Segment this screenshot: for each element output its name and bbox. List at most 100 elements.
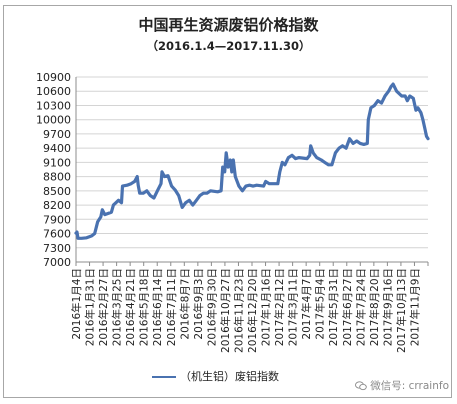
data-point [419, 111, 422, 114]
data-point [359, 142, 362, 145]
data-point [220, 189, 223, 192]
wechat-watermark: 微信号: crrainfo [355, 378, 449, 393]
x-tick-label: 2017年6月27日 [341, 268, 354, 346]
x-tick-label: 2017年2月12日 [273, 268, 286, 346]
y-tick-label: 8800 [43, 171, 71, 184]
x-tick-label: 2016年11月23日 [232, 268, 245, 353]
data-point [198, 194, 201, 197]
data-point [136, 175, 139, 178]
data-point [223, 170, 226, 173]
data-point [341, 144, 344, 147]
data-point [392, 83, 395, 86]
data-point [306, 157, 309, 160]
data-point [126, 184, 129, 187]
data-point [159, 182, 163, 185]
x-tick-label: 2017年11月9日 [408, 268, 421, 346]
data-point [80, 237, 83, 240]
data-point [229, 158, 232, 162]
data-point [352, 142, 355, 145]
x-tick-label: 2016年1月4日 [70, 268, 83, 340]
data-point [103, 213, 106, 216]
y-tick-label: 9400 [43, 142, 71, 155]
data-point [348, 137, 351, 140]
data-point [423, 128, 427, 131]
y-tick-label: 10000 [36, 114, 71, 127]
data-point [191, 204, 194, 207]
data-point [281, 161, 284, 164]
data-point [264, 180, 267, 183]
data-point [268, 182, 271, 185]
data-point [177, 194, 180, 197]
data-point [400, 94, 403, 98]
x-tick-label: 2017年1月16日 [260, 268, 273, 346]
data-point [163, 175, 166, 178]
data-point [184, 201, 187, 204]
data-point [110, 211, 113, 214]
data-point [408, 94, 411, 98]
x-tick-label: 2016年10月27日 [219, 268, 232, 353]
data-point [145, 189, 148, 192]
data-point [160, 170, 164, 173]
data-point [90, 234, 93, 237]
data-point [232, 158, 235, 162]
data-point [216, 190, 219, 193]
series-line [74, 82, 430, 240]
data-point [174, 188, 177, 191]
data-point [248, 184, 251, 187]
data-point [287, 156, 290, 159]
data-point [225, 151, 228, 154]
y-tick-label: 7900 [43, 213, 71, 226]
data-point [120, 201, 123, 204]
data-point [390, 85, 393, 88]
data-point [290, 154, 294, 157]
chart-legend: （机生铝）废铝指数 [152, 368, 279, 384]
data-point [406, 99, 409, 102]
data-point [255, 184, 258, 187]
data-point [387, 90, 390, 93]
data-point [230, 170, 233, 173]
data-point [366, 142, 369, 145]
data-point [205, 192, 209, 195]
data-point [327, 163, 330, 166]
data-point [156, 189, 159, 192]
data-point [142, 192, 145, 195]
data-point [367, 118, 370, 121]
data-point [195, 199, 198, 202]
data-point [85, 236, 88, 239]
chart-title: 中国再生资源废铝价格指数 [138, 16, 319, 34]
data-point [416, 106, 419, 109]
data-point [369, 106, 372, 109]
y-tick-label: 10900 [36, 71, 71, 84]
data-point [152, 196, 155, 200]
data-point [278, 170, 281, 173]
data-point [320, 158, 323, 162]
data-point [99, 215, 102, 218]
legend-swatch [152, 376, 176, 378]
data-point [404, 94, 407, 98]
wechat-icon [355, 381, 368, 391]
data-point [421, 118, 424, 121]
y-tick-label: 9700 [43, 128, 71, 141]
data-point [297, 156, 301, 159]
data-point [345, 147, 348, 150]
y-tick-label: 10600 [36, 85, 71, 98]
data-point [315, 156, 318, 159]
data-point [121, 185, 124, 188]
data-point [395, 90, 398, 93]
x-tick-label: 2017年9月16日 [381, 268, 394, 346]
data-point [294, 157, 297, 160]
data-point [149, 194, 152, 197]
chart-border [3, 5, 452, 398]
data-point [75, 231, 79, 234]
x-tick-label: 2017年3月11日 [287, 268, 300, 346]
y-tick-label: 8200 [43, 199, 71, 212]
data-point [426, 137, 430, 140]
y-tick-label: 7600 [43, 228, 71, 241]
data-point [117, 199, 120, 202]
data-point [188, 199, 191, 202]
data-point [76, 237, 80, 240]
x-tick-label: 2016年9月3日 [192, 268, 205, 340]
data-point [309, 144, 312, 147]
